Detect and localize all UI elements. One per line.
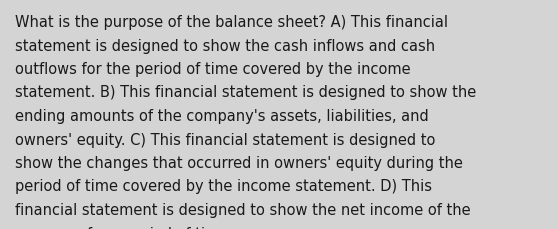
Text: statement. B) This financial statement is designed to show the: statement. B) This financial statement i… [15,85,476,100]
Text: ending amounts of the company's assets, liabilities, and: ending amounts of the company's assets, … [15,109,429,123]
Text: What is the purpose of the balance sheet? A) This financial: What is the purpose of the balance sheet… [15,15,448,30]
Text: owners' equity. C) This financial statement is designed to: owners' equity. C) This financial statem… [15,132,435,147]
Text: financial statement is designed to show the net income of the: financial statement is designed to show … [15,202,470,217]
Text: period of time covered by the income statement. D) This: period of time covered by the income sta… [15,179,432,194]
Text: statement is designed to show the cash inflows and cash: statement is designed to show the cash i… [15,38,435,53]
Text: show the changes that occurred in owners' equity during the: show the changes that occurred in owners… [15,155,463,170]
Text: outflows for the period of time covered by the income: outflows for the period of time covered … [15,62,411,77]
Text: company for a period of time.: company for a period of time. [15,226,233,229]
